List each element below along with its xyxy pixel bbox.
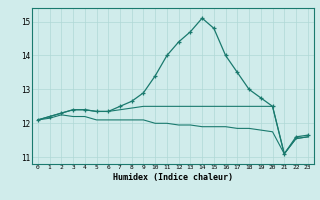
X-axis label: Humidex (Indice chaleur): Humidex (Indice chaleur) <box>113 173 233 182</box>
